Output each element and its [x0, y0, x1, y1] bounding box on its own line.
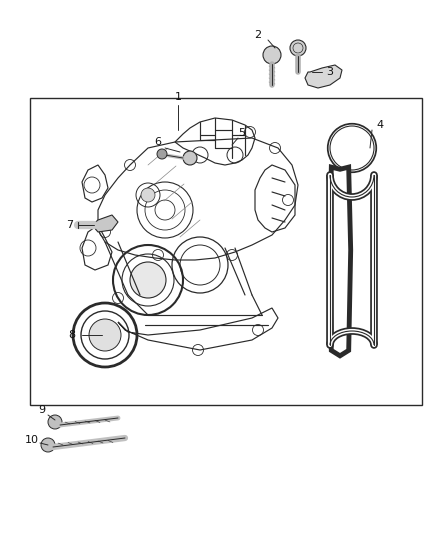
Circle shape — [141, 188, 155, 202]
Circle shape — [157, 149, 167, 159]
Text: 8: 8 — [68, 330, 76, 340]
Text: 4: 4 — [376, 120, 384, 130]
Circle shape — [48, 415, 62, 429]
Circle shape — [41, 438, 55, 452]
Circle shape — [183, 151, 197, 165]
Circle shape — [290, 40, 306, 56]
Circle shape — [263, 46, 281, 64]
Text: 6: 6 — [155, 137, 162, 147]
Polygon shape — [305, 65, 342, 88]
Polygon shape — [330, 168, 350, 355]
Text: 7: 7 — [67, 220, 74, 230]
Polygon shape — [92, 215, 118, 232]
Text: 9: 9 — [39, 405, 46, 415]
Text: 5: 5 — [239, 128, 246, 138]
Circle shape — [330, 126, 374, 170]
Circle shape — [130, 262, 166, 298]
Bar — [30, 98, 422, 405]
Text: 10: 10 — [25, 435, 39, 445]
Text: 2: 2 — [254, 30, 261, 40]
Text: 3: 3 — [326, 67, 333, 77]
Text: 1: 1 — [174, 92, 181, 102]
Circle shape — [89, 319, 121, 351]
